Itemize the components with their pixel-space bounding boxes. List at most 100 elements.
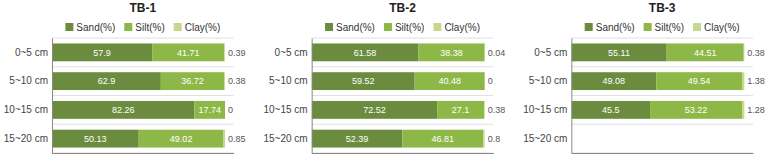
legend-swatch bbox=[124, 23, 132, 31]
bar-segment bbox=[52, 72, 161, 90]
data-label: 41.71 bbox=[177, 48, 200, 58]
bar-segment bbox=[312, 72, 415, 90]
y-tick-label: 0~5 cm bbox=[15, 47, 48, 58]
data-labels: 55.1144.510.3849.0849.541.3845.553.221.2… bbox=[602, 48, 765, 116]
data-label: 45.5 bbox=[602, 105, 620, 115]
bar-segment bbox=[161, 72, 225, 90]
bar-segment bbox=[483, 130, 484, 148]
y-tick: 0~5 cm bbox=[15, 47, 52, 58]
row-separator bbox=[571, 66, 753, 67]
row-separator bbox=[312, 124, 494, 125]
legend-item: Sand(%) bbox=[325, 22, 375, 33]
data-label: 72.52 bbox=[363, 105, 386, 115]
y-axis-domain bbox=[52, 39, 53, 154]
data-label: 1.28 bbox=[747, 105, 765, 115]
data-label: 0.38 bbox=[488, 105, 506, 115]
bar-segment bbox=[418, 43, 484, 61]
legend: Sand(%) Silt(%) Clay(%) bbox=[585, 22, 740, 33]
x-axis-domain bbox=[572, 153, 754, 154]
y-tick-label: 15~20 cm bbox=[523, 133, 567, 144]
y-tick: 0~5 cm bbox=[275, 47, 312, 58]
legend-item: Clay(%) bbox=[174, 22, 221, 33]
data-label: 1.38 bbox=[747, 76, 765, 86]
legend-swatch bbox=[325, 23, 333, 31]
legend-label: Clay(%) bbox=[444, 22, 480, 33]
y-tick: 15~20 cm bbox=[523, 133, 571, 144]
row-separator bbox=[312, 95, 494, 96]
y-tick-label: 5~10 cm bbox=[529, 75, 568, 86]
y-tick: 0~5 cm bbox=[534, 47, 571, 58]
data-label: 46.81 bbox=[432, 134, 455, 144]
data-label: 36.72 bbox=[181, 76, 204, 86]
x-axis-domain bbox=[312, 153, 494, 154]
y-tick-label: 10~15 cm bbox=[263, 104, 307, 115]
y-tick-label: 5~10 cm bbox=[9, 75, 48, 86]
row-separator bbox=[571, 153, 753, 154]
legend-swatch bbox=[65, 23, 73, 31]
data-label: 53.22 bbox=[685, 105, 708, 115]
bar-segment bbox=[194, 101, 225, 119]
bars bbox=[52, 43, 225, 147]
bar-segment bbox=[742, 72, 744, 90]
bar-segment bbox=[437, 101, 484, 119]
legend-label: Sand(%) bbox=[76, 22, 115, 33]
data-label: 0.85 bbox=[228, 134, 246, 144]
bar-segment bbox=[52, 43, 152, 61]
y-tick: 10~15 cm bbox=[4, 104, 52, 115]
y-axis: 0~5 cm 5~10 cm 10~15 cm 15~20 cm bbox=[263, 39, 312, 154]
row-separator bbox=[52, 66, 234, 67]
bar-segment bbox=[312, 130, 403, 148]
row-separator bbox=[571, 38, 753, 39]
legend-label: Clay(%) bbox=[704, 22, 740, 33]
data-label: 0.39 bbox=[228, 48, 246, 58]
bar-segment bbox=[52, 101, 194, 119]
legend-label: Clay(%) bbox=[185, 22, 221, 33]
data-label: 50.13 bbox=[84, 134, 107, 144]
chart-root: 57.941.710.3962.936.720.3882.2617.74050.… bbox=[0, 0, 779, 159]
data-label: 0 bbox=[228, 105, 233, 115]
y-tick-label: 10~15 cm bbox=[4, 104, 48, 115]
legend-item: Silt(%) bbox=[124, 22, 164, 33]
legend-item: Clay(%) bbox=[433, 22, 480, 33]
bar-segment bbox=[415, 72, 485, 90]
y-tick-label: 10~15 cm bbox=[523, 104, 567, 115]
data-label: 0.8 bbox=[488, 134, 501, 144]
legend-swatch bbox=[433, 23, 441, 31]
y-tick: 5~10 cm bbox=[269, 75, 312, 86]
y-axis-domain bbox=[312, 39, 313, 154]
bar-segment bbox=[743, 43, 745, 61]
legend: Sand(%) Silt(%) Clay(%) bbox=[325, 22, 480, 33]
panel: 55.1144.510.3849.0849.541.3845.553.221.2… bbox=[523, 1, 765, 154]
legend-swatch bbox=[644, 23, 652, 31]
data-label: 38.38 bbox=[440, 48, 463, 58]
bars bbox=[571, 43, 744, 118]
legend-item: Silt(%) bbox=[384, 22, 424, 33]
row-separator bbox=[571, 95, 753, 96]
x-axis bbox=[53, 153, 235, 154]
bar-segment bbox=[484, 43, 485, 61]
row-separator bbox=[312, 66, 494, 67]
x-axis bbox=[572, 153, 754, 154]
legend-swatch bbox=[384, 23, 392, 31]
y-tick-label: 15~20 cm bbox=[263, 133, 307, 144]
bars bbox=[312, 43, 485, 147]
data-label: 62.9 bbox=[98, 76, 116, 86]
data-label: 17.74 bbox=[198, 105, 221, 115]
legend-label: Silt(%) bbox=[655, 22, 684, 33]
row-separator bbox=[571, 124, 753, 125]
panel: 57.941.710.3962.936.720.3882.2617.74050.… bbox=[4, 1, 246, 154]
legend-item: Sand(%) bbox=[585, 22, 635, 33]
y-tick: 15~20 cm bbox=[263, 133, 311, 144]
legend-item: Silt(%) bbox=[644, 22, 684, 33]
bar-segment bbox=[139, 130, 224, 148]
data-label: 49.54 bbox=[688, 76, 711, 86]
bar-segment bbox=[484, 72, 485, 90]
bar-segment bbox=[224, 72, 226, 90]
bar-segment bbox=[484, 101, 486, 119]
data-label: 57.9 bbox=[93, 48, 111, 58]
bar-segment bbox=[312, 43, 419, 61]
title: TB-3 bbox=[649, 1, 676, 15]
y-tick: 10~15 cm bbox=[523, 104, 571, 115]
legend-swatch bbox=[585, 23, 593, 31]
data-label: 44.51 bbox=[694, 48, 717, 58]
